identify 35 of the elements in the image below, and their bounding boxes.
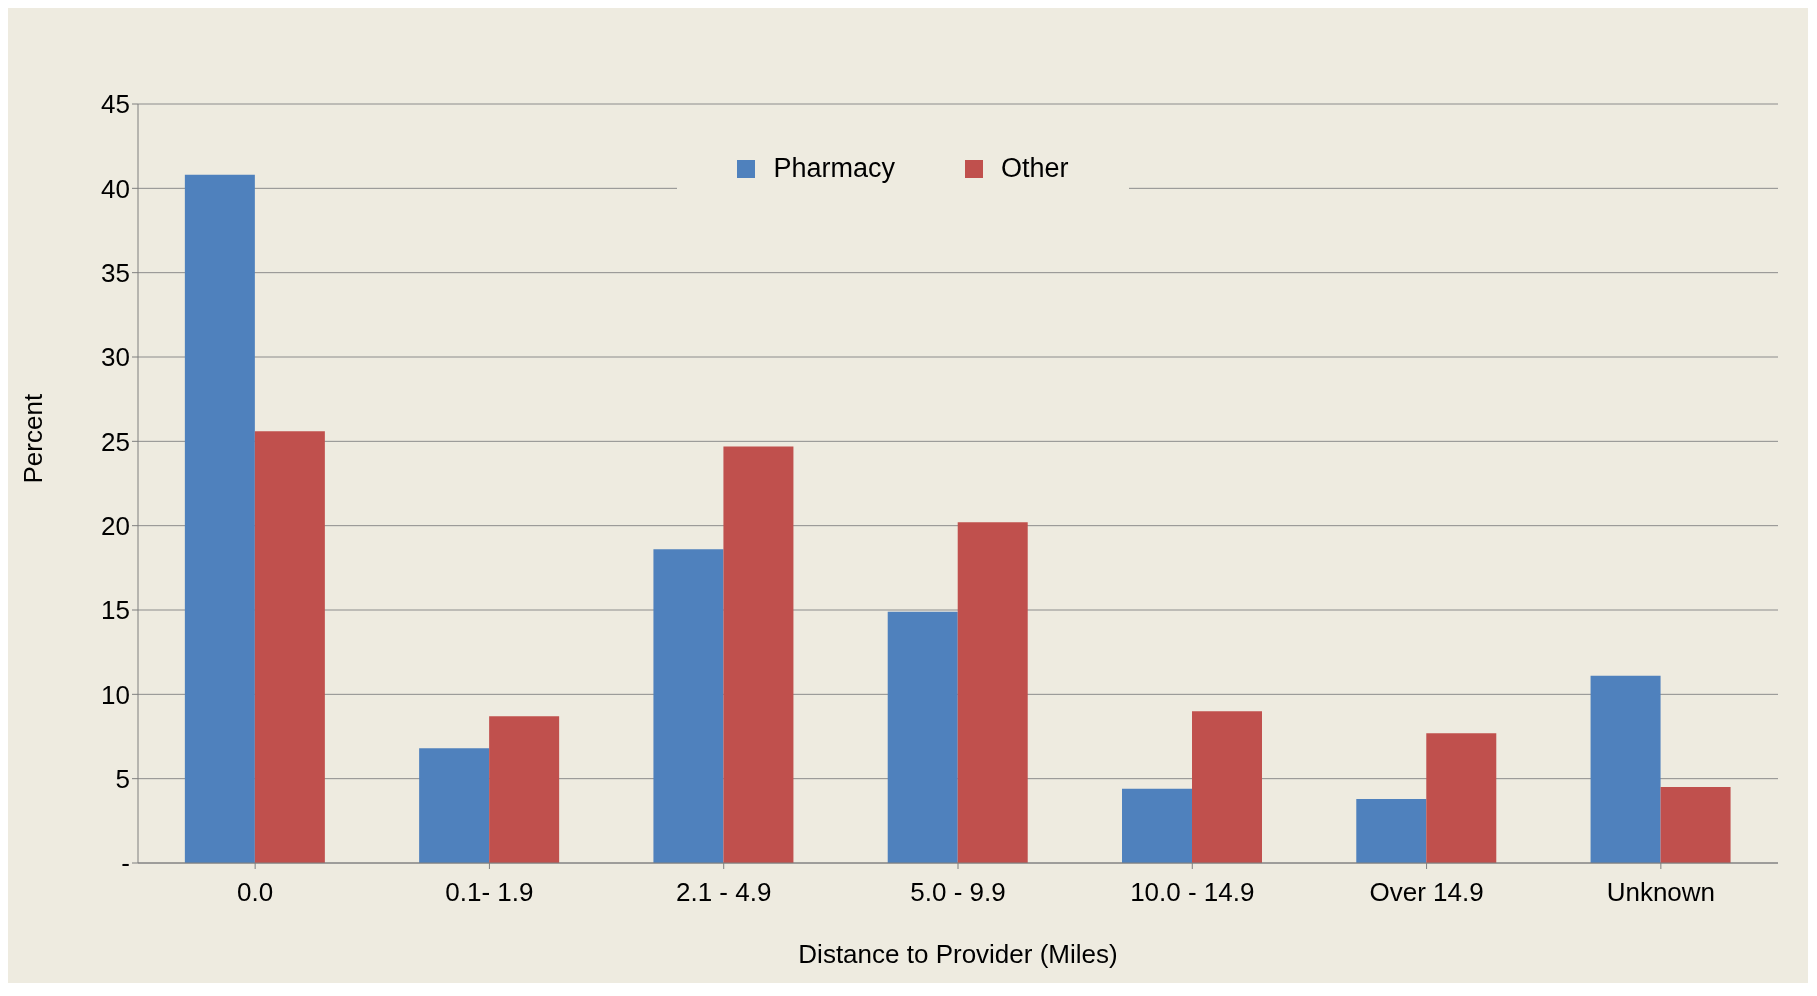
y-tick-label: 45	[101, 89, 130, 120]
bar	[254, 431, 325, 863]
y-tick-label: 15	[101, 595, 130, 626]
y-tick-label: 35	[101, 257, 130, 288]
bar	[184, 174, 255, 863]
bar	[1356, 798, 1427, 863]
y-tick-label: 20	[101, 510, 130, 541]
bar	[489, 716, 560, 863]
bar	[887, 611, 958, 863]
legend-label: Pharmacy	[772, 153, 895, 184]
bar	[1192, 711, 1262, 863]
bar	[1122, 788, 1192, 863]
x-tick-label: 10.0 - 14.9	[1130, 877, 1255, 908]
y-tick-label: -	[121, 848, 130, 879]
x-tick-label: 2.1 - 4.9	[676, 877, 772, 908]
y-tick-label: 40	[101, 173, 130, 204]
legend-label: Other	[1000, 153, 1069, 184]
bar	[1660, 787, 1731, 863]
y-axis-title: Percent	[18, 393, 49, 484]
x-axis-title: Distance to Provider (Miles)	[798, 939, 1118, 969]
y-tick-label: 10	[101, 679, 130, 710]
x-tick-label: 0.1- 1.9	[445, 877, 534, 908]
y-tick-label: 30	[101, 342, 130, 373]
bar	[957, 522, 1028, 863]
bar	[1426, 733, 1497, 863]
y-tick-label: 5	[115, 763, 130, 794]
x-tick-label: Unknown	[1606, 877, 1716, 908]
bar	[723, 446, 794, 863]
x-tick-label: 5.0 - 9.9	[910, 877, 1006, 908]
x-tick-label: Over 14.9	[1369, 877, 1484, 908]
x-tick-label: 0.0	[237, 877, 274, 908]
y-tick-label: 25	[101, 426, 130, 457]
bar	[653, 549, 724, 863]
bar	[1590, 675, 1661, 863]
bar	[419, 748, 490, 863]
